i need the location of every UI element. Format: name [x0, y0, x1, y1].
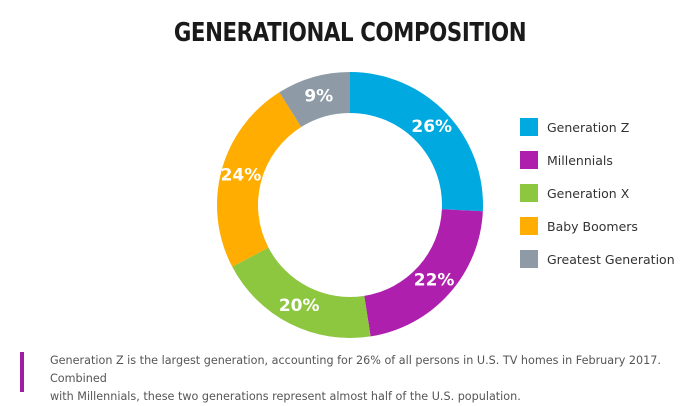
legend-label: Baby Boomers — [547, 218, 638, 234]
legend-item-generation-x: Generation X — [520, 182, 675, 204]
slice-value-label: 9% — [304, 86, 333, 106]
slice-value-label: 24% — [221, 165, 262, 185]
donut-chart: 26% 22% 20% 24% 9% — [216, 72, 483, 338]
legend-label: Millennials — [547, 152, 613, 168]
legend-swatch — [520, 217, 538, 235]
legend-item-baby-boomers: Baby Boomers — [520, 215, 675, 237]
legend-item-millennials: Millennials — [520, 149, 675, 171]
legend: Generation Z Millennials Generation X Ba… — [520, 116, 675, 281]
donut-slice-baby-boomers — [216, 92, 302, 267]
legend-swatch — [520, 118, 538, 136]
donut-slice-millennials — [364, 209, 483, 337]
legend-label: Greatest Generation — [547, 251, 675, 267]
legend-item-generation-z: Generation Z — [520, 116, 675, 138]
legend-swatch — [520, 151, 538, 169]
chart-title: GENERATIONAL COMPOSITION — [173, 18, 527, 48]
footnote-line: Generation Z is the largest generation, … — [50, 354, 661, 385]
legend-label: Generation X — [547, 185, 630, 201]
legend-label: Generation Z — [547, 119, 630, 135]
slice-value-label: 20% — [279, 296, 320, 316]
footnote-accent-bar — [20, 352, 24, 392]
footnote-line: with Millennials, these two generations … — [50, 390, 521, 403]
slice-value-label: 22% — [414, 270, 455, 290]
donut-slice-generation-x — [232, 247, 371, 338]
footnote: Generation Z is the largest generation, … — [50, 352, 690, 406]
legend-swatch — [520, 250, 538, 268]
donut-slice-generation-z — [350, 72, 483, 212]
donut-slice-greatest-generation — [279, 72, 350, 128]
slice-value-label: 26% — [411, 117, 452, 137]
legend-swatch — [520, 184, 538, 202]
legend-item-greatest-generation: Greatest Generation — [520, 248, 675, 270]
